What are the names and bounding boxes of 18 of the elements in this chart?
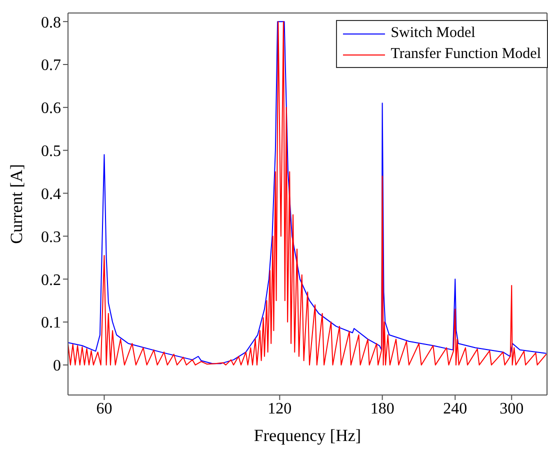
- y-tick-label: 0.3: [41, 228, 61, 246]
- x-axis-title: Frequency [Hz]: [254, 426, 362, 445]
- y-tick-label: 0: [53, 358, 61, 375]
- x-tick-label: 120: [268, 400, 292, 418]
- x-tick-label: 60: [96, 400, 112, 418]
- y-tick-label: 0.4: [41, 186, 61, 203]
- y-tick-label: 0.8: [41, 14, 61, 32]
- legend-label: Switch Model: [390, 24, 476, 43]
- y-tick-label: 0.5: [41, 143, 61, 160]
- y-axis-title: Current [A]: [7, 164, 26, 244]
- y-tick-label: 0.6: [41, 100, 61, 118]
- x-tick-label: 180: [370, 400, 394, 418]
- y-tick-label: 0.1: [41, 314, 61, 332]
- x-tick-label: 240: [443, 400, 468, 418]
- legend-label: Transfer Function Model: [390, 45, 541, 64]
- x-tick-label: 300: [500, 400, 524, 418]
- y-tick-label: 0.7: [41, 57, 61, 74]
- y-tick-label: 0.2: [41, 272, 61, 289]
